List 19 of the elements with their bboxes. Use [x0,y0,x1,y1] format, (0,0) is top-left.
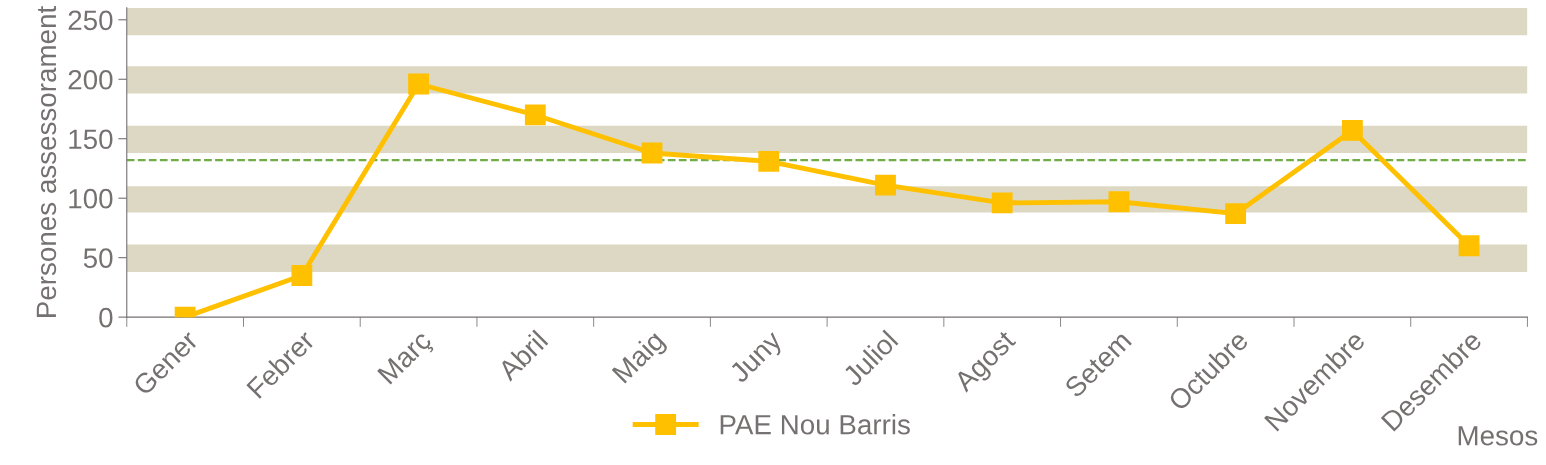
y-tick-label: 0 [99,307,113,328]
point [408,73,429,95]
point [1458,235,1480,257]
point [1341,119,1363,141]
y-tick-label: 200 [68,69,113,90]
point [875,174,896,196]
y-tick-label: 250 [68,10,113,31]
point [1108,191,1130,213]
y-tick-label: 50 [83,248,113,268]
point [1225,203,1247,225]
point [291,265,313,286]
legend-label: PAE Nou Barris [720,414,910,435]
y-axis-title: Persones assessorament [36,6,57,317]
point [641,142,663,164]
point [758,150,780,172]
point [991,192,1013,214]
point [524,104,546,126]
y-tick-label: 100 [69,188,113,209]
y-tick-label: 150 [69,129,113,150]
